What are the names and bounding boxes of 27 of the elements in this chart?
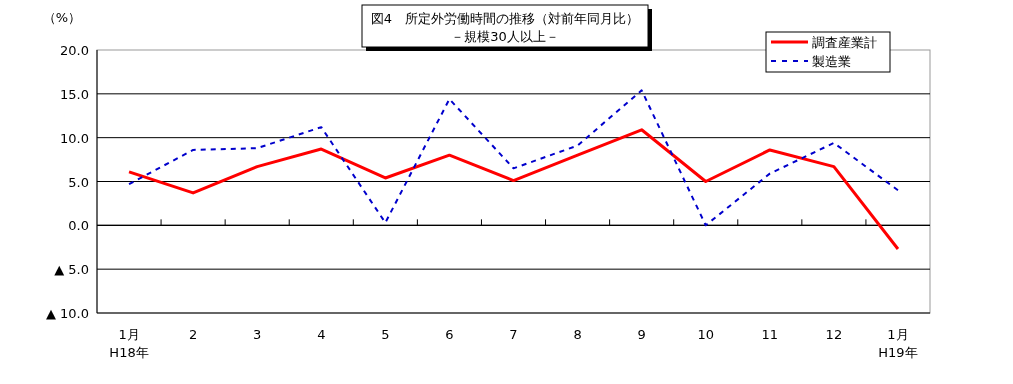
x-tick-label: 11 <box>761 327 779 342</box>
y-tick-label: 20.0 <box>60 43 89 58</box>
chart-title: 図4 所定外労働時間の推移（対前年同月比） <box>370 11 640 26</box>
x-tick-label: 8 <box>573 327 582 342</box>
x-tick-label: 4 <box>317 327 326 342</box>
x-tick-label: 3 <box>253 327 262 342</box>
x-tick-label: 5 <box>381 327 390 342</box>
y-tick-label: 0.0 <box>68 218 89 234</box>
x-tick-label: 1月 H19年 <box>878 327 918 360</box>
x-tick-label: 7 <box>509 327 518 342</box>
chart-subtitle: －規模30人以上－ <box>451 29 559 44</box>
x-tick-label: 9 <box>637 327 646 342</box>
x-tick-label: 1月 H18年 <box>109 327 149 360</box>
y-tick-label: ▲ 5.0 <box>54 262 89 278</box>
x-tick-label: 12 <box>825 327 843 342</box>
line-series <box>127 128 900 251</box>
y-tick-label: ▲ 10.0 <box>45 306 89 321</box>
x-tick-label: 10 <box>697 327 714 342</box>
y-tick-label: 5.0 <box>68 174 89 190</box>
x-tick-label: 6 <box>445 327 454 342</box>
y-tick-label: 15.0 <box>60 86 89 102</box>
x-tick-label: 2 <box>188 327 198 342</box>
y-axis-title: （%） <box>42 10 82 25</box>
legend-label: 製造業 <box>812 54 851 69</box>
y-tick-label: 10.0 <box>60 130 89 146</box>
line-series <box>128 89 899 227</box>
legend-label: 調査産業計 <box>812 35 877 50</box>
